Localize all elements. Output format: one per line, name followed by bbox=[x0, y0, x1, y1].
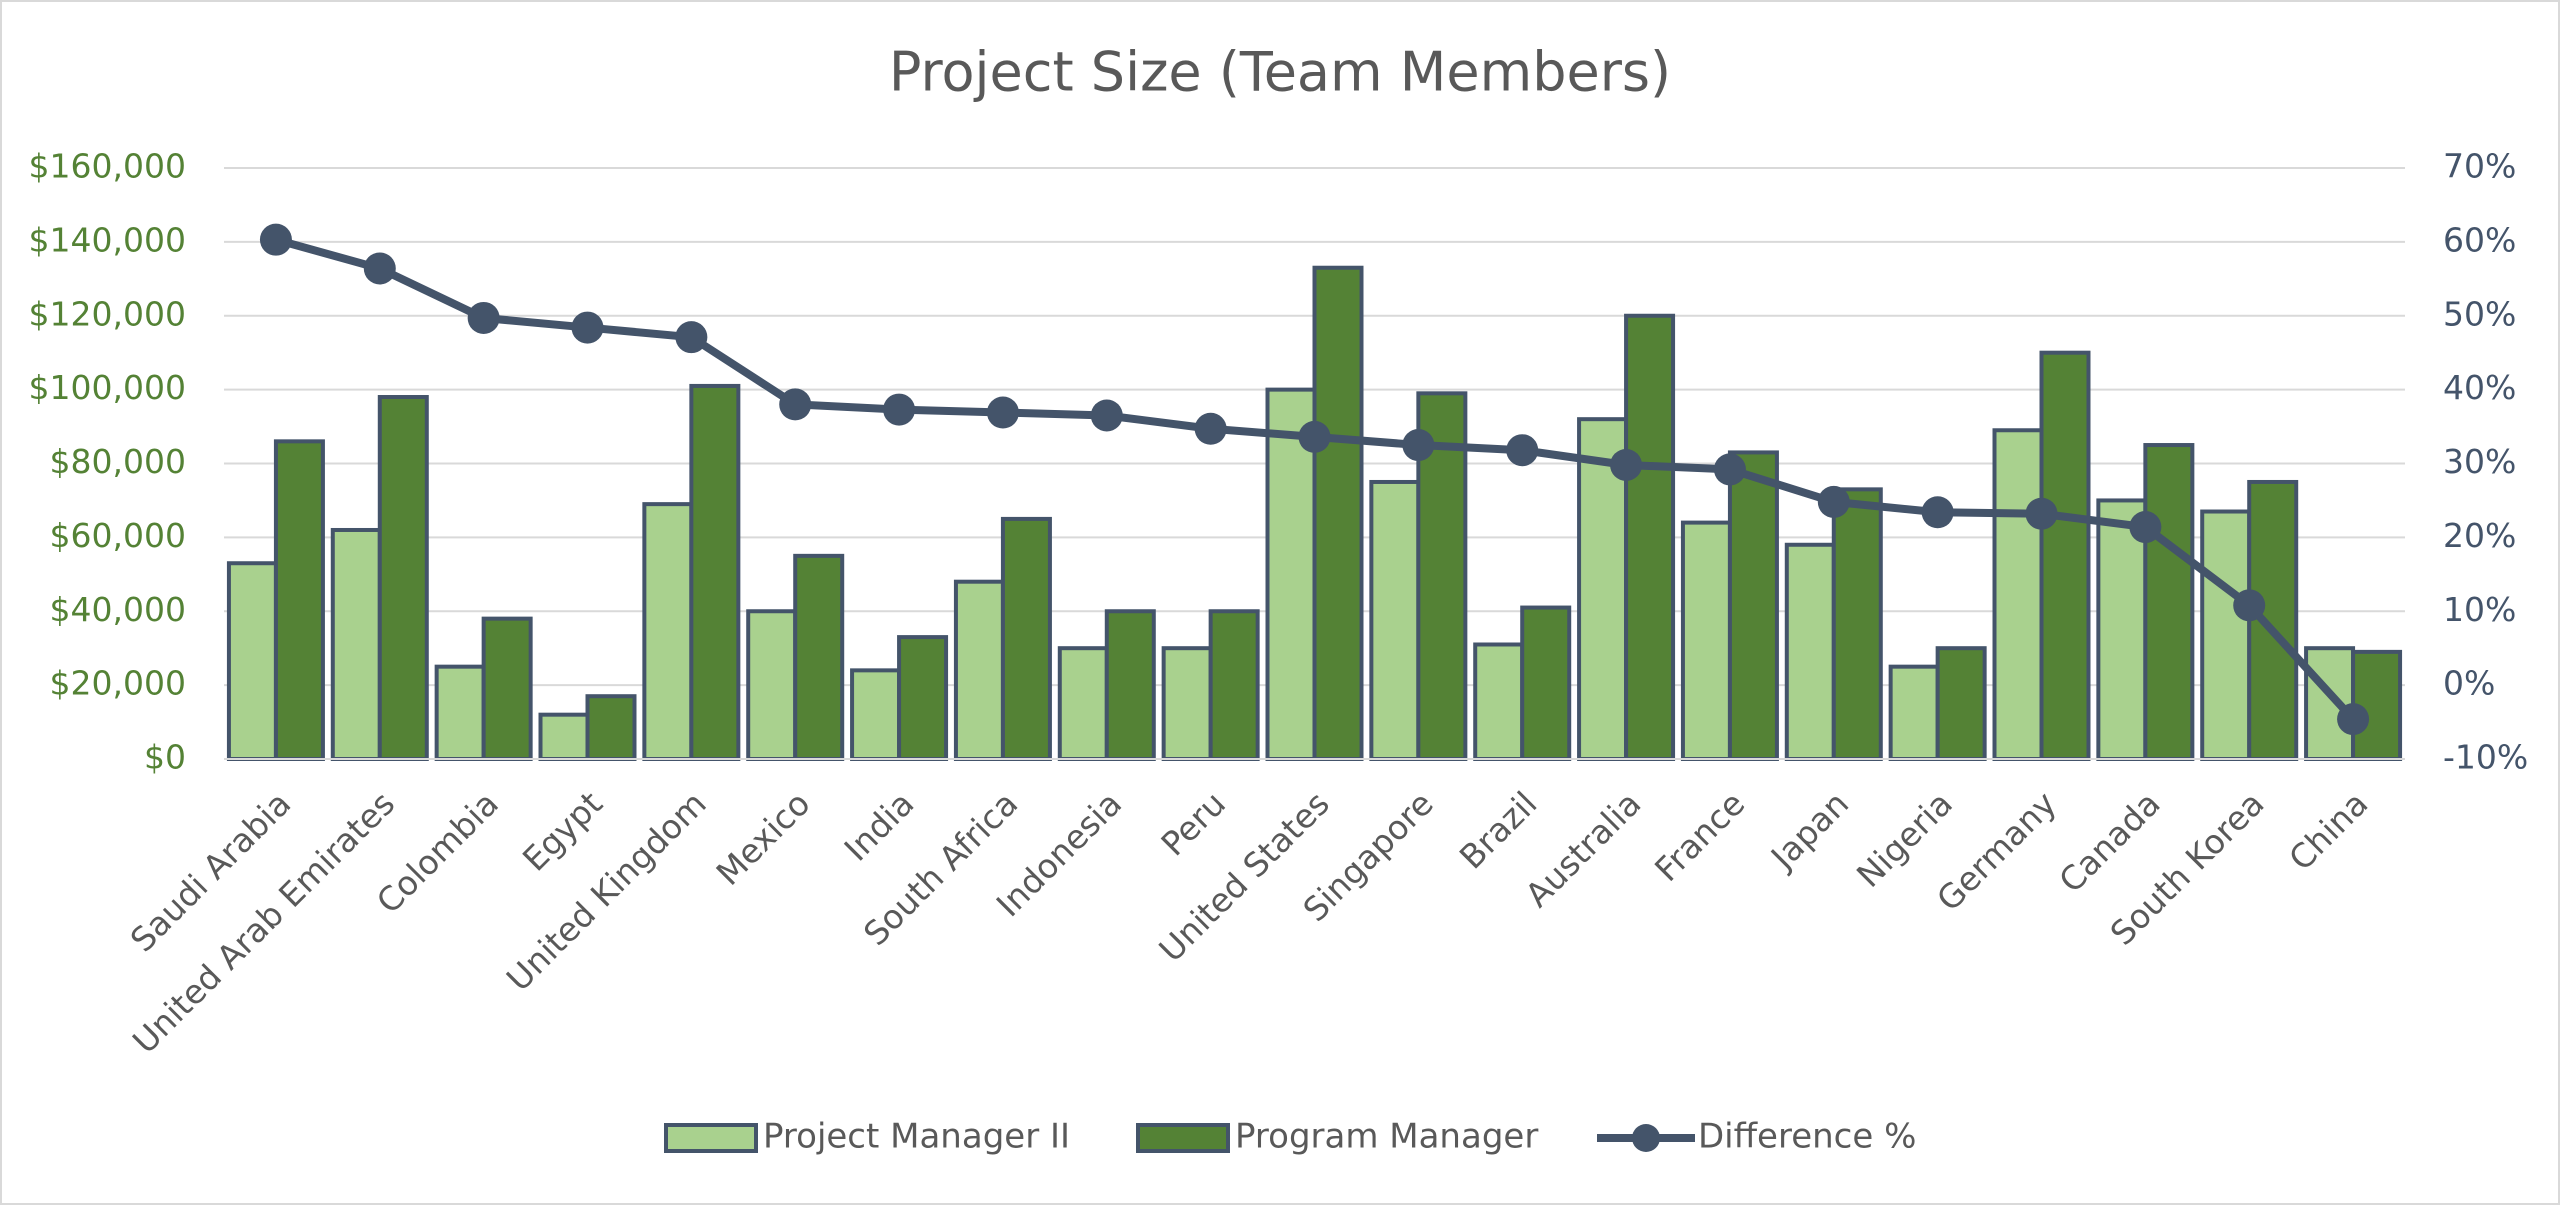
bar bbox=[1624, 313, 1676, 761]
line-marker bbox=[1298, 420, 1331, 453]
line-marker bbox=[2233, 589, 2266, 622]
legend-swatch bbox=[664, 1123, 758, 1153]
bar bbox=[689, 383, 741, 761]
bar bbox=[2200, 509, 2252, 761]
bar bbox=[538, 712, 590, 761]
y2-tick-label: 40% bbox=[2443, 368, 2516, 407]
line-marker bbox=[2337, 703, 2370, 736]
line-marker bbox=[883, 393, 916, 426]
bar bbox=[1784, 542, 1836, 762]
legend-swatch bbox=[1632, 1124, 1660, 1152]
bar bbox=[1935, 646, 1987, 761]
line-marker bbox=[675, 321, 708, 354]
bar bbox=[1888, 664, 1940, 761]
y2-tick-label: 70% bbox=[2443, 147, 2516, 186]
bar bbox=[1369, 479, 1421, 761]
bar bbox=[897, 635, 949, 762]
bar bbox=[273, 439, 325, 761]
bar bbox=[746, 609, 798, 761]
bar bbox=[1104, 609, 1156, 761]
line-marker bbox=[1713, 453, 1746, 486]
bar bbox=[434, 664, 486, 761]
y2-tick-label: 10% bbox=[2443, 590, 2516, 629]
line-marker bbox=[467, 301, 500, 334]
bar bbox=[330, 527, 382, 761]
y-tick-label: $160,000 bbox=[29, 147, 186, 186]
bar bbox=[953, 579, 1005, 762]
y-tick-label: $20,000 bbox=[50, 664, 186, 703]
line-marker bbox=[1921, 496, 1954, 529]
y2-tick-label: 30% bbox=[2443, 442, 2516, 481]
bar bbox=[1312, 265, 1364, 761]
bar bbox=[1992, 428, 2044, 761]
line-marker bbox=[571, 311, 604, 344]
bar bbox=[1680, 520, 1732, 761]
bar bbox=[2304, 646, 2356, 761]
y2-tick-label: 60% bbox=[2443, 220, 2516, 259]
bar bbox=[2039, 350, 2091, 761]
bar bbox=[226, 561, 278, 762]
y-tick-label: $100,000 bbox=[29, 368, 186, 407]
bar bbox=[2247, 479, 2299, 761]
line-marker bbox=[259, 223, 292, 256]
line-marker bbox=[2129, 511, 2162, 544]
line-marker bbox=[2025, 497, 2058, 530]
line-marker bbox=[1506, 434, 1539, 467]
y2-tick-label: 50% bbox=[2443, 294, 2516, 333]
y-tick-label: $140,000 bbox=[29, 220, 186, 259]
line-marker bbox=[986, 396, 1019, 429]
y-tick-label: $120,000 bbox=[29, 294, 186, 333]
bar bbox=[1473, 642, 1525, 762]
bar bbox=[481, 616, 533, 762]
y-tick-label: $40,000 bbox=[50, 590, 186, 629]
bar bbox=[793, 553, 845, 761]
bar bbox=[585, 694, 637, 761]
y2-tick-label: 0% bbox=[2443, 664, 2495, 703]
bar bbox=[850, 668, 902, 761]
line-marker bbox=[1817, 485, 1850, 518]
line-marker bbox=[1090, 399, 1123, 432]
bar bbox=[1831, 487, 1883, 761]
y-tick-label: $60,000 bbox=[50, 516, 186, 555]
y2-tick-label: 20% bbox=[2443, 516, 2516, 555]
legend-label: Program Manager bbox=[1235, 1117, 1538, 1157]
y2-tick-label: -10% bbox=[2443, 738, 2528, 777]
bar bbox=[1000, 516, 1052, 761]
line-marker bbox=[1402, 429, 1435, 462]
bar bbox=[2143, 443, 2195, 761]
bar bbox=[1161, 646, 1213, 761]
chart-title: Project Size (Team Members) bbox=[889, 41, 1671, 104]
bar bbox=[642, 502, 694, 761]
bar bbox=[1727, 450, 1779, 761]
legend-label: Difference % bbox=[1698, 1117, 1916, 1157]
line-marker bbox=[779, 388, 812, 421]
line-marker bbox=[1194, 412, 1227, 445]
y-tick-label: $0 bbox=[144, 738, 186, 777]
y-tick-label: $80,000 bbox=[50, 442, 186, 481]
line-marker bbox=[363, 252, 396, 285]
bar bbox=[1057, 646, 1109, 761]
line-marker bbox=[1610, 448, 1643, 481]
bar bbox=[1208, 609, 1260, 761]
bar bbox=[377, 395, 429, 761]
bar bbox=[1520, 605, 1572, 762]
legend-label: Project Manager II bbox=[763, 1117, 1070, 1157]
legend-swatch bbox=[1136, 1123, 1230, 1153]
